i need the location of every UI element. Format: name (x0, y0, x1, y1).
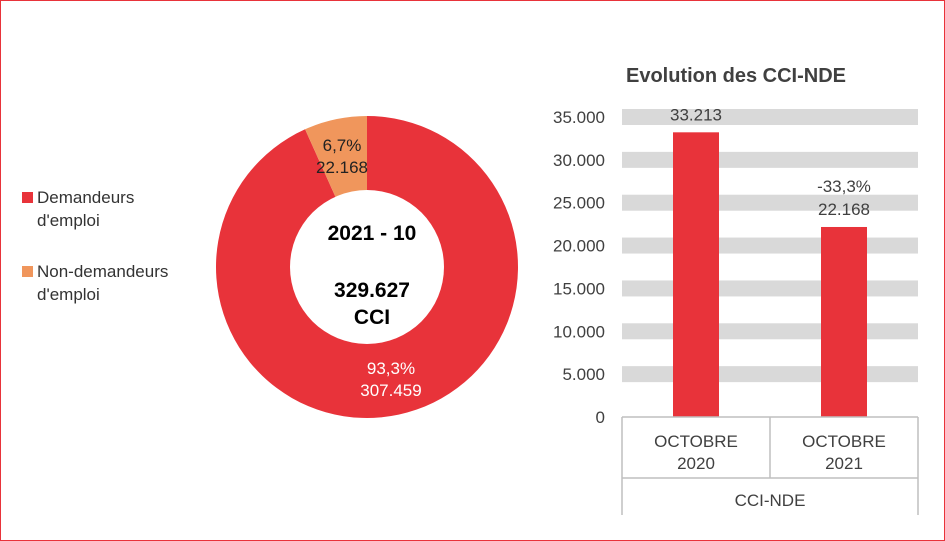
legend-label-demandeurs: Demandeurs d'emploi (37, 188, 135, 230)
grid-band (622, 280, 918, 297)
grid-band (622, 151, 918, 168)
donut-hole (290, 190, 444, 344)
y-tick-label: 0 (596, 408, 605, 427)
slice-label-nde-value: 22.168 (316, 158, 368, 177)
bar-chart-title: Evolution des CCI-NDE (626, 65, 846, 87)
bar-2 (821, 226, 867, 417)
legend-label-non-demandeurs: Non-demandeurs d'emploi (37, 262, 169, 304)
bar-change-label-2: -33,3% (817, 177, 871, 196)
y-tick-label: 35.000 (553, 108, 605, 127)
y-tick-label: 30.000 (553, 151, 605, 170)
y-tick-label: 10.000 (553, 322, 605, 341)
legend-item-demandeurs: Demandeurs d'emploi (22, 186, 182, 232)
cat-label-2-line2: 2021 (825, 454, 863, 473)
cat-label-1-line2: 2020 (677, 454, 715, 473)
y-tick-label: 20.000 (553, 237, 605, 256)
slice-label-de-value: 307.459 (360, 381, 421, 400)
group-label: CCI-NDE (735, 491, 806, 510)
grid-band (622, 194, 918, 211)
y-tick-label: 15.000 (553, 279, 605, 298)
bar-value-label-1: 33.213 (670, 105, 722, 124)
slice-label-de-percent: 93,3% (367, 359, 415, 378)
grid-band (622, 109, 918, 125)
donut-center-title: 2021 - 10 (328, 222, 417, 245)
grid-band (622, 366, 918, 383)
legend-swatch-demandeurs (22, 192, 33, 203)
y-tick-label: 5.000 (562, 365, 605, 384)
grid-band (622, 323, 918, 340)
legend-item-non-demandeurs: Non-demandeurs d'emploi (22, 260, 182, 306)
cat-label-1-line1: OCTOBRE (654, 432, 738, 451)
donut-center-total: 329.627 (334, 279, 410, 302)
donut-center-unit: CCI (354, 306, 390, 329)
grid-band (622, 237, 918, 254)
donut-legend: Demandeurs d'emploi Non-demandeurs d'emp… (22, 186, 182, 334)
cat-label-2-line1: OCTOBRE (802, 432, 886, 451)
y-tick-label: 25.000 (553, 194, 605, 213)
bar-value-label-2: 22.168 (818, 200, 870, 219)
bar-1 (673, 132, 719, 417)
slice-label-nde-percent: 6,7% (323, 136, 362, 155)
legend-swatch-non-demandeurs (22, 266, 33, 277)
